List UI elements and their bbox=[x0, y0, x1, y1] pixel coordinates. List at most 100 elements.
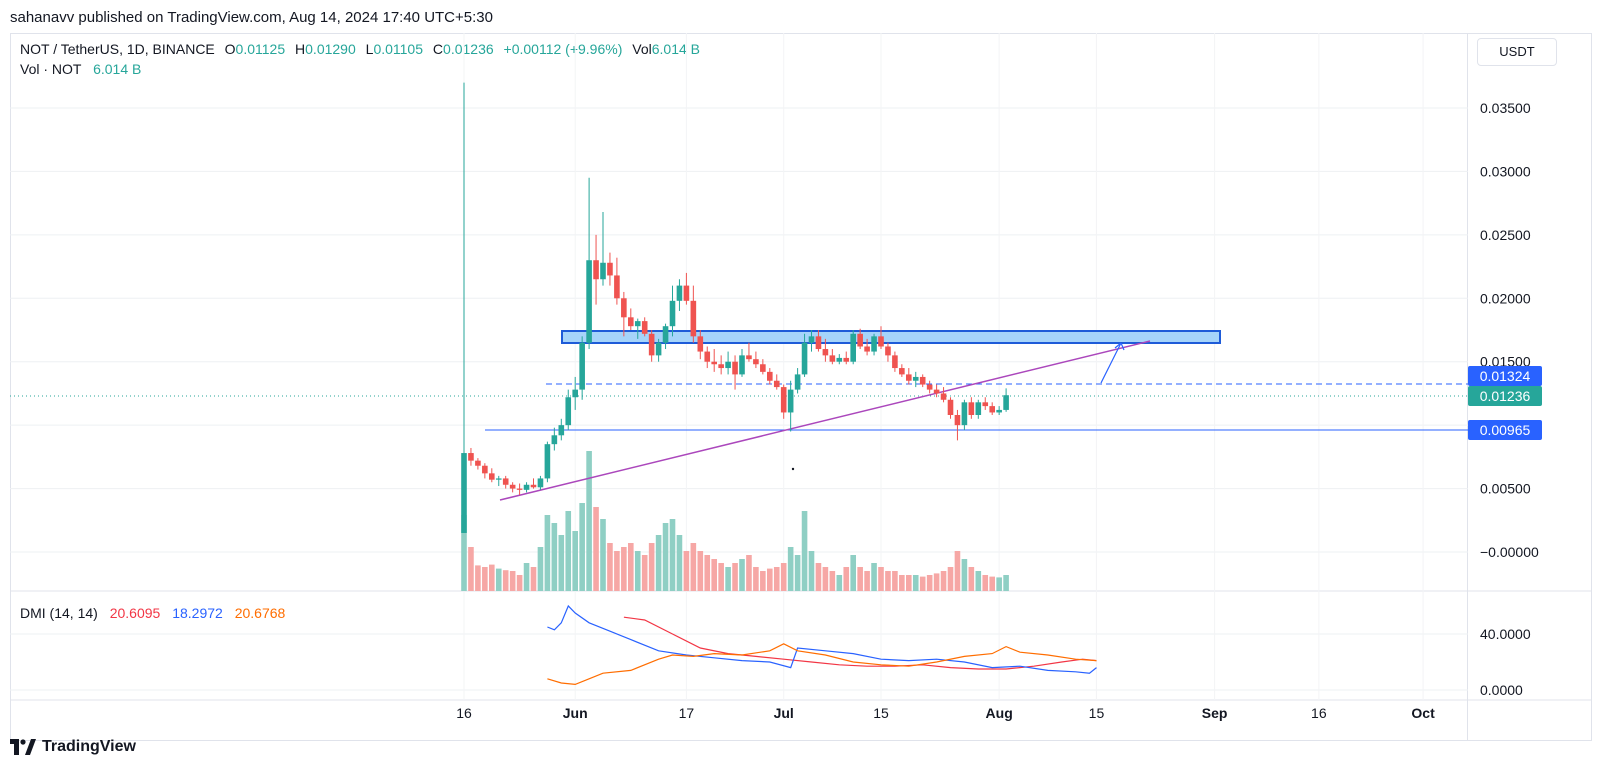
volume-bar bbox=[878, 567, 884, 591]
time-tick-label: Oct bbox=[1411, 705, 1435, 721]
candle-body bbox=[502, 478, 509, 485]
dmi-label[interactable]: DMI (14, 14) bbox=[20, 605, 98, 621]
price-axis-panel[interactable] bbox=[1468, 33, 1592, 741]
candle-body bbox=[676, 285, 683, 301]
candle-body bbox=[669, 300, 676, 327]
volume-bar bbox=[572, 531, 578, 591]
volume-bar bbox=[676, 535, 683, 591]
volume-bar bbox=[899, 575, 905, 591]
chart-dot bbox=[791, 467, 795, 471]
time-tick-label: 15 bbox=[1089, 705, 1105, 721]
tradingview-brand: TradingView bbox=[42, 738, 136, 755]
volume-bar bbox=[579, 503, 585, 591]
volume-bar bbox=[495, 568, 502, 591]
time-tick-label: 17 bbox=[679, 705, 695, 721]
volume-legend-value: 6.014 B bbox=[93, 61, 142, 77]
low-value: 0.01105 bbox=[373, 41, 424, 57]
candle-body bbox=[864, 346, 870, 352]
volume-legend-label[interactable]: Vol · NOT bbox=[20, 61, 82, 77]
volume-bar bbox=[718, 563, 724, 591]
candle-body bbox=[482, 465, 488, 474]
candle-body bbox=[919, 376, 926, 385]
volume-bar bbox=[565, 511, 572, 591]
candle-body bbox=[808, 336, 815, 343]
volume-bar bbox=[857, 567, 863, 591]
candle-body bbox=[899, 368, 905, 375]
time-tick-label: 16 bbox=[456, 705, 472, 721]
resistance-zone bbox=[561, 330, 1221, 344]
candle-body bbox=[718, 364, 724, 369]
volume-bar bbox=[767, 568, 773, 591]
volume-bar bbox=[558, 535, 565, 591]
volume-bar bbox=[912, 575, 919, 591]
chart-frame bbox=[10, 33, 1468, 741]
candle-body bbox=[495, 478, 502, 480]
candle-body bbox=[968, 402, 975, 415]
volume-bar bbox=[989, 576, 995, 591]
candle-body bbox=[954, 414, 961, 426]
volume-bar bbox=[871, 563, 877, 591]
candle-body bbox=[711, 361, 717, 365]
time-tick-label: Sep bbox=[1202, 705, 1228, 721]
volume-bar bbox=[843, 567, 850, 591]
price-tick-label: 0.01500 bbox=[1480, 354, 1531, 370]
candle-body bbox=[787, 389, 794, 413]
volume-bar bbox=[933, 573, 940, 591]
volume-bar bbox=[906, 575, 912, 591]
volume-bar bbox=[669, 519, 676, 591]
volume-bar bbox=[864, 571, 870, 591]
volume-bar bbox=[502, 570, 509, 591]
currency-button[interactable]: USDT bbox=[1477, 38, 1557, 66]
candle-body bbox=[475, 460, 481, 466]
candle-body bbox=[836, 357, 843, 362]
candle-body bbox=[843, 357, 850, 362]
volume-bar bbox=[551, 523, 558, 591]
projection-arrow bbox=[1100, 342, 1122, 384]
candle-body bbox=[523, 484, 530, 490]
candle-body bbox=[760, 364, 766, 372]
candle-body bbox=[509, 484, 516, 489]
dmi-value-1: 20.6095 bbox=[109, 605, 161, 621]
candle-body bbox=[690, 300, 697, 337]
volume-bar bbox=[732, 563, 738, 591]
candle-body bbox=[885, 346, 891, 356]
dmi-legend: DMI (14, 14) 20.6095 18.2972 20.6768 bbox=[20, 605, 285, 621]
volume-bar bbox=[586, 451, 592, 591]
volume-bar bbox=[628, 543, 634, 591]
open-label: O bbox=[224, 41, 236, 57]
low-label: L bbox=[365, 41, 374, 57]
candle-body bbox=[572, 389, 578, 398]
candle-body bbox=[822, 349, 829, 356]
volume-bar bbox=[975, 571, 982, 591]
candle-body bbox=[697, 336, 704, 352]
tradingview-logo[interactable]: TradingView bbox=[10, 738, 136, 756]
dmi-line bbox=[623, 616, 1097, 670]
volume-bar bbox=[662, 523, 669, 591]
price-tick-label: 0.02000 bbox=[1480, 290, 1531, 306]
time-tick-label: Jun bbox=[563, 705, 588, 721]
candle-body bbox=[801, 342, 808, 375]
time-tick-label: 15 bbox=[873, 705, 889, 721]
candle-body bbox=[489, 473, 495, 480]
volume-bar bbox=[641, 555, 648, 591]
volume-bar bbox=[509, 571, 516, 591]
volume-bar bbox=[593, 507, 599, 591]
volume-bar bbox=[739, 559, 745, 591]
symbol-name[interactable]: NOT / TetherUS, 1D, BINANCE bbox=[20, 41, 215, 57]
volume-bar bbox=[885, 571, 891, 591]
volume-bar bbox=[690, 543, 697, 591]
volume-bar bbox=[753, 567, 759, 591]
dmi-line bbox=[547, 604, 1097, 674]
candle-body bbox=[892, 355, 898, 369]
candle-body bbox=[753, 359, 759, 365]
volume-bar bbox=[475, 565, 481, 591]
candle-body bbox=[614, 275, 620, 299]
candle-body bbox=[558, 425, 565, 436]
dmi-line bbox=[547, 643, 1097, 686]
volume-bar bbox=[655, 535, 662, 591]
candle-body bbox=[648, 333, 655, 356]
volume-bar bbox=[801, 511, 808, 591]
volume-bar bbox=[947, 567, 954, 591]
close-value: 0.01236 bbox=[443, 41, 494, 57]
